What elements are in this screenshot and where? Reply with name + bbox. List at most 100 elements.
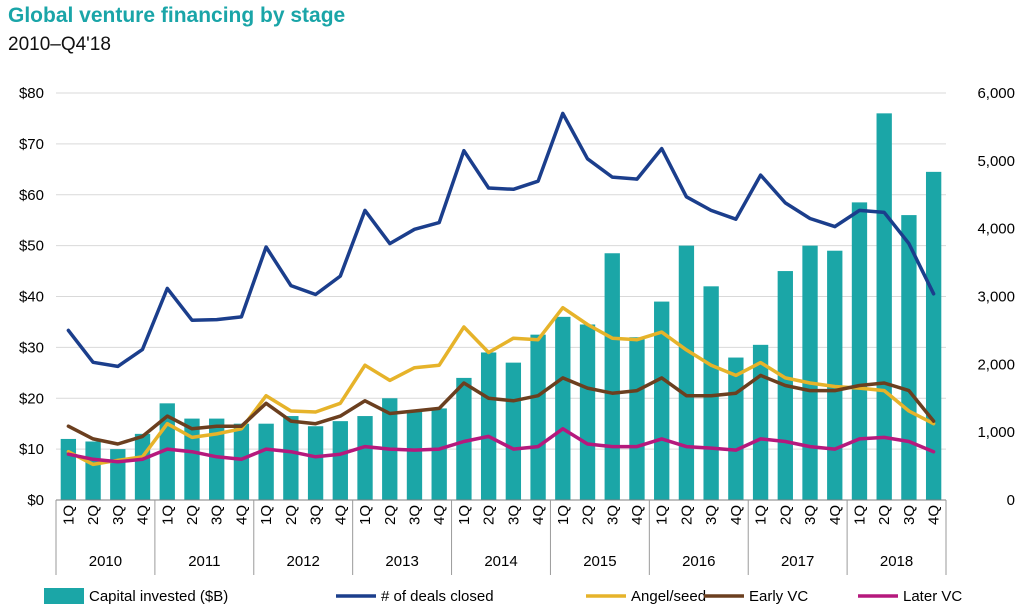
bar xyxy=(802,245,818,500)
bar xyxy=(604,253,620,500)
x-quarter-label: 1Q xyxy=(753,505,770,525)
x-quarter-label: 2Q xyxy=(777,505,794,525)
y-left-tick-label: $10 xyxy=(19,441,44,458)
bar xyxy=(579,324,596,500)
x-quarter-label: 3Q xyxy=(308,505,325,525)
chart-subtitle: 2010–Q4'18 xyxy=(8,34,111,55)
series-line xyxy=(66,427,936,464)
x-year-label: 2011 xyxy=(188,553,220,570)
bar xyxy=(283,416,299,500)
bar xyxy=(703,286,719,500)
y-left-tick-label: $30 xyxy=(19,339,44,356)
x-year-label: 2017 xyxy=(781,553,814,570)
bar xyxy=(530,334,546,500)
bar xyxy=(480,352,497,500)
x-quarter-label: 3Q xyxy=(209,505,226,525)
y-right-tick-label: 0 xyxy=(1007,492,1015,509)
x-year-label: 2013 xyxy=(385,553,418,570)
x-quarter-label: 3Q xyxy=(802,505,819,525)
bar xyxy=(431,408,447,500)
y-left-tick-label: $40 xyxy=(19,289,44,306)
x-quarter-label: 3Q xyxy=(406,505,423,525)
x-quarter-label: 1Q xyxy=(851,505,868,525)
bar xyxy=(901,215,917,500)
x-year-label: 2018 xyxy=(880,553,913,570)
x-quarter-label: 4Q xyxy=(332,505,349,525)
legend-label: Capital invested ($B) xyxy=(89,588,228,605)
legend-label: Angel/seed xyxy=(631,588,706,605)
legend-swatch xyxy=(44,588,84,604)
bar xyxy=(357,416,373,500)
series-line xyxy=(66,111,936,369)
bar xyxy=(307,426,324,500)
legend: Capital invested ($B) # of deals closed An… xyxy=(44,588,962,605)
x-year-label: 2015 xyxy=(583,553,616,570)
line-series xyxy=(66,111,936,467)
x-quarter-label: 4Q xyxy=(926,505,943,525)
bar xyxy=(827,250,843,500)
x-quarter-label: 4Q xyxy=(530,505,547,525)
y-right-tick-label: 4,000 xyxy=(977,221,1015,238)
bar xyxy=(110,449,126,500)
x-quarter-label: 2Q xyxy=(85,505,102,525)
bar xyxy=(555,316,571,500)
x-quarter-label: 3Q xyxy=(703,505,720,525)
bar xyxy=(851,202,868,500)
y-left-tick-label: $20 xyxy=(19,390,44,407)
bar xyxy=(184,418,200,500)
x-year-label: 2014 xyxy=(484,553,517,570)
bar xyxy=(85,441,101,500)
bar xyxy=(505,362,522,500)
x-quarter-label: 2Q xyxy=(481,505,498,525)
bar xyxy=(406,410,423,500)
bar-series xyxy=(60,113,942,500)
bar xyxy=(678,245,695,500)
x-quarter-label: 2Q xyxy=(876,505,893,525)
series-line xyxy=(66,305,936,467)
bar xyxy=(876,113,892,500)
legend-label: Later VC xyxy=(903,588,962,605)
y-right-tick-label: 3,000 xyxy=(977,289,1015,306)
x-quarter-label: 3Q xyxy=(604,505,621,525)
x-year-label: 2016 xyxy=(682,553,715,570)
x-quarter-label: 4Q xyxy=(827,505,844,525)
x-quarter-label: 1Q xyxy=(258,505,275,525)
x-year-label: 2010 xyxy=(89,553,122,570)
x-quarter-label: 3Q xyxy=(901,505,918,525)
x-quarter-label: 2Q xyxy=(580,505,597,525)
x-quarter-label: 2Q xyxy=(382,505,399,525)
y-right-tick-label: 2,000 xyxy=(977,356,1015,373)
x-quarter-label: 3Q xyxy=(110,505,127,525)
bar xyxy=(209,418,225,500)
x-quarter-label: 4Q xyxy=(233,505,250,525)
bar xyxy=(332,421,348,500)
bar xyxy=(258,423,274,500)
chart-title: Global venture financing by stage xyxy=(8,4,346,27)
bar xyxy=(233,423,250,500)
x-quarter-label: 1Q xyxy=(654,505,671,525)
x-quarter-label: 1Q xyxy=(456,505,473,525)
x-quarter-label: 4Q xyxy=(629,505,646,525)
bar xyxy=(654,301,670,500)
y-left-tick-label: $80 xyxy=(19,85,44,102)
y-left-tick-label: $70 xyxy=(19,136,44,153)
bar xyxy=(728,357,744,500)
x-quarter-label: 1Q xyxy=(555,505,572,525)
x-quarter-label: 2Q xyxy=(184,505,201,525)
bar xyxy=(134,433,151,500)
bar xyxy=(60,438,77,500)
x-quarter-label: 4Q xyxy=(135,505,152,525)
axes: $0 $10 $20 $30 $40 $50 $60 $70 $80 0 1,000 2,000 3,0… xyxy=(19,85,1015,575)
bar xyxy=(752,344,769,500)
series-line xyxy=(66,373,936,446)
y-left-tick-label: $60 xyxy=(19,187,44,204)
x-quarter-label: 4Q xyxy=(431,505,448,525)
bar xyxy=(629,337,645,500)
y-right-tick-label: 5,000 xyxy=(977,153,1015,170)
x-quarter-label: 3Q xyxy=(505,505,522,525)
bar xyxy=(456,377,472,500)
x-year-label: 2012 xyxy=(287,553,320,570)
x-quarter-label: 1Q xyxy=(159,505,176,525)
x-quarter-label: 1Q xyxy=(60,505,77,525)
